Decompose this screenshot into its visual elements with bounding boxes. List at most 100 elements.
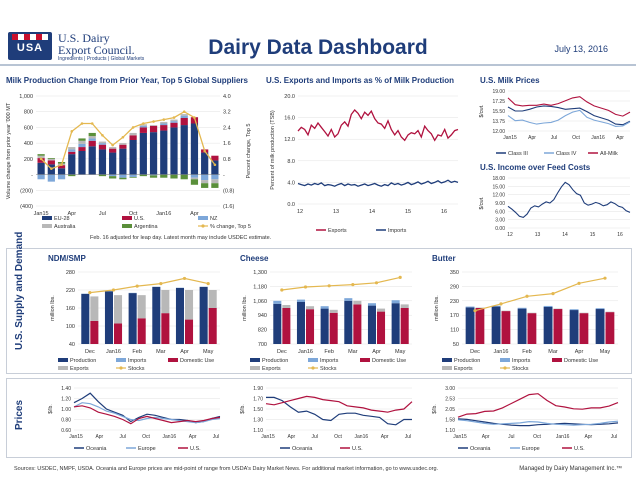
x-tick-label: Oct — [334, 434, 342, 440]
y-tick-label: 1,180 — [253, 284, 267, 290]
section-label-prices: Prices — [14, 399, 25, 430]
bar-segment — [129, 132, 137, 136]
bar-segment — [190, 179, 199, 185]
production-bar — [491, 306, 501, 344]
x-tick-label: 14 — [562, 232, 568, 238]
imports-bar — [517, 307, 527, 309]
x-tick-label: Feb — [324, 349, 333, 355]
legend-label: EU-28 — [54, 216, 70, 222]
bar-segment — [68, 149, 76, 152]
x-tick-label: Jan16 — [163, 434, 177, 440]
x-tick-label: Jan15 — [503, 135, 517, 141]
y-tick-label: 400 — [24, 141, 33, 147]
milk-prices-svg: 19.00 17.25 15.50 13.75 12.00 $/cwt. Jan15 Apr J… — [479, 89, 631, 157]
butter-svg: 350 290 230 170 110 50 million lbs. Dec Jan16 Feb… — [434, 270, 618, 372]
exports-bar — [114, 295, 123, 324]
y-tick-label: 9.00 — [495, 201, 505, 207]
chart-milk-production: Milk Production Change from Prior Year, … — [2, 74, 258, 246]
legend-swatch — [360, 358, 370, 362]
y-axis-label: million lbs. — [242, 295, 248, 321]
y-tick-label: 1,000 — [19, 94, 33, 100]
x-tick-label: Jan15 — [34, 211, 49, 217]
bar-segment — [211, 160, 219, 175]
bar-segment — [149, 125, 158, 126]
bar-segment — [170, 122, 178, 128]
legend-label: Oceania — [86, 446, 107, 452]
section-label-supply-demand: U.S. Supply and Demand — [14, 231, 25, 350]
x-tick-label: Apr — [67, 211, 76, 217]
legend-label: Exports — [70, 366, 89, 372]
legend-label: Exports — [262, 366, 281, 372]
domestic-use-bar — [527, 313, 537, 344]
y-tick-label: 600 — [24, 125, 33, 131]
y-tick-label: 1.58 — [445, 418, 455, 424]
bar-segment — [190, 177, 199, 180]
bar-segment — [88, 146, 96, 175]
chart-title: Cheese — [240, 254, 269, 263]
x-tick-label: 15 — [590, 232, 596, 238]
legend-label: Domestic Use — [372, 358, 406, 364]
x-tick-label: Feb — [132, 349, 141, 355]
x-tick-label: Jan16 — [298, 349, 313, 355]
production-bar — [543, 306, 553, 344]
y-tick-label: 1.10 — [253, 428, 263, 434]
bar-segment — [68, 147, 76, 150]
domestic-use-bar — [282, 308, 291, 344]
imports-bar — [569, 309, 579, 311]
logo-tagline: Ingredients | Products | Global Markets — [58, 56, 145, 62]
legend-label: Oceania — [470, 446, 491, 452]
y-tick-label: 1.40 — [61, 386, 71, 392]
y-tick-label: 2.4 — [223, 125, 231, 131]
x-tick-label: May — [600, 349, 611, 355]
bar-segment — [98, 144, 107, 150]
chart-title: U.S. Income over Feed Costs — [480, 163, 591, 172]
stocks-point — [280, 288, 284, 292]
report-date: July 13, 2016 — [554, 44, 608, 54]
stocks-point — [374, 281, 379, 285]
stocks-point — [499, 302, 503, 306]
imports-bar — [344, 298, 353, 301]
y-tick-label: 100 — [66, 324, 75, 330]
bar-segment — [119, 148, 127, 175]
y-tick-label: 16.0 — [284, 116, 295, 122]
imports-bar — [391, 300, 400, 304]
y-tick-label: 290 — [450, 284, 459, 290]
x-tick-label: May — [203, 349, 214, 355]
legend-label: Oceania — [292, 446, 313, 452]
x-tick-label: Jul — [99, 211, 106, 217]
logo-line1: U.S. Dairy — [58, 31, 110, 45]
exports-bar — [161, 290, 170, 314]
percent-change-point — [162, 118, 166, 121]
percent-change-point — [39, 157, 43, 161]
exports-bar — [208, 290, 217, 308]
stocks-point — [182, 276, 187, 281]
y-tick-label: 1.50 — [253, 407, 263, 413]
y-axis-label: $/lb. — [432, 404, 438, 413]
x-tick-label: Apr — [190, 211, 199, 217]
bar-segment — [160, 121, 168, 124]
y-tick-label: 1.90 — [253, 386, 263, 392]
domestic-use-bar — [161, 313, 170, 344]
legend-label: Australia — [54, 224, 76, 230]
y-tick-label: 12.0 — [284, 137, 295, 143]
bar-segment — [68, 151, 76, 155]
domestic-use-bar — [579, 313, 589, 344]
x-tick-label: 14 — [369, 209, 375, 215]
bar-segment — [170, 174, 178, 179]
legend-swatch — [552, 358, 562, 362]
x-tick-label: Jul — [508, 434, 514, 440]
x-tick-label: Jan15 — [453, 434, 467, 440]
usdec-logo: USA U.S. Dairy Export Council. Ingredien… — [8, 30, 183, 64]
y-tick-label: 0.80 — [61, 418, 71, 424]
production-bar — [128, 293, 137, 344]
x-tick-label: 15 — [405, 209, 411, 215]
bar-segment — [109, 176, 117, 179]
y-axis-label: Percent of milk production (TSB) — [270, 110, 276, 190]
bar-segment — [201, 152, 209, 175]
production-bar — [367, 305, 376, 344]
imports-bar — [465, 306, 475, 308]
domestic-use-bar — [208, 308, 217, 344]
y-tick-label: 0.00 — [495, 226, 505, 232]
legend-label: Imports — [512, 358, 531, 364]
bar-segment — [129, 135, 137, 140]
